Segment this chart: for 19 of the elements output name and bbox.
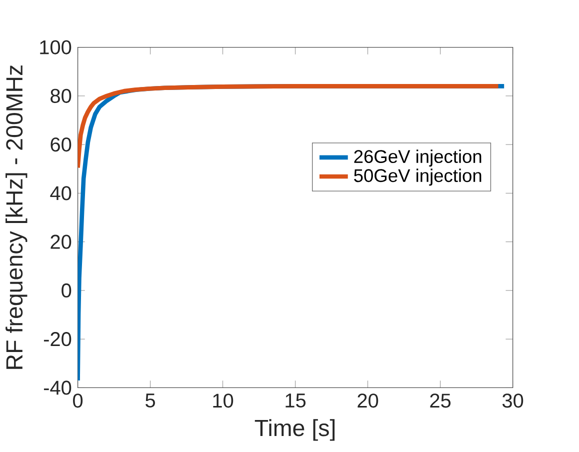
x-tick-label: 5 (146, 394, 155, 408)
y-tick-label: 80 (50, 89, 72, 104)
y-tick-label: 0 (62, 284, 72, 298)
x-tick-label: 20 (358, 394, 378, 408)
y-tick-label: 60 (50, 138, 72, 152)
x-tick-label: 30 (502, 394, 524, 408)
y-tick-label: -20 (44, 332, 72, 346)
y-tick-label: 100 (40, 40, 72, 55)
y-tick-label: -40 (44, 380, 72, 395)
legend-label: 26GeV injection (354, 150, 482, 167)
x-tick-label: 15 (286, 394, 306, 408)
x-tick-label: 10 (213, 394, 234, 408)
legend-label: 50GeV injection (354, 168, 482, 186)
x-tick-label: 0 (73, 394, 83, 408)
y-tick-label: 40 (50, 186, 72, 200)
x-axis-title: Time [s] (254, 419, 335, 442)
x-tick-label: 25 (430, 394, 451, 408)
y-tick-label: 20 (50, 234, 72, 250)
y-axis-title: RF frequency [kHz] - 200MHz (6, 66, 28, 370)
